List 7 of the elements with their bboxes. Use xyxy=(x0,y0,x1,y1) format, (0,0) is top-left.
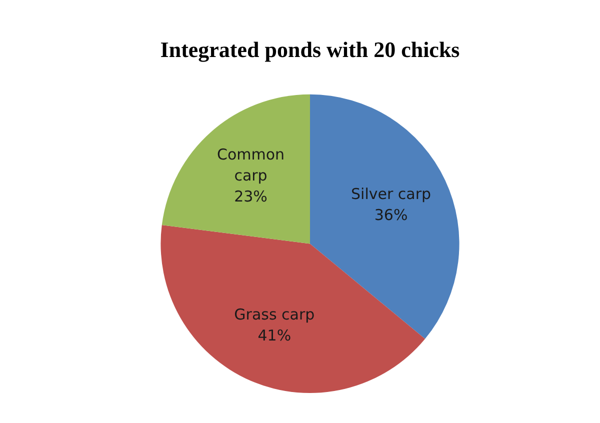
slice-label: Silver carp xyxy=(351,184,432,203)
slice-label: Grass carp xyxy=(234,305,315,324)
data-label: 23% xyxy=(234,187,268,206)
chart-title: Integrated ponds with 20 chicks xyxy=(160,36,460,62)
data-label: 36% xyxy=(374,206,408,224)
data-label: 41% xyxy=(258,326,292,344)
slice-label: Common carp xyxy=(216,145,285,184)
